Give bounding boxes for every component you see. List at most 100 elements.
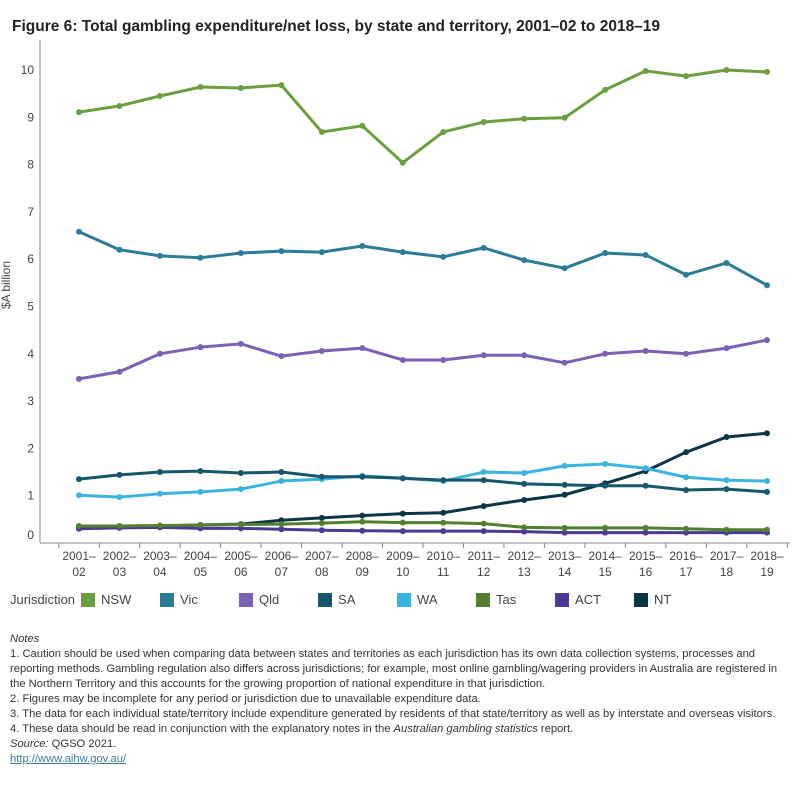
note-2: 2. Figures may be incomplete for any per…: [10, 693, 481, 705]
data-point-vic: [764, 282, 770, 289]
data-point-nsw: [642, 67, 649, 74]
data-point-nsw: [764, 68, 770, 75]
data-point-sa: [723, 486, 730, 493]
data-point-tas: [318, 520, 325, 527]
x-tick-label: 2006–: [265, 549, 299, 563]
data-point-wa: [764, 478, 770, 485]
x-tick-label: 14: [558, 565, 572, 579]
x-tick-label: 06: [234, 565, 248, 579]
data-point-qld: [764, 337, 770, 344]
legend-label: WA: [417, 592, 438, 607]
data-point-vic: [521, 257, 528, 264]
x-tick-label: 2001–: [62, 549, 96, 563]
y-tick-label: 6: [27, 252, 34, 266]
x-tick-label: 2012–: [507, 549, 541, 563]
series-line-vic: [78, 230, 768, 287]
source-label: Source:: [10, 738, 49, 750]
x-tick-label: 2002–: [103, 549, 137, 563]
legend-item-nsw[interactable]: NSW: [81, 592, 160, 607]
data-point-nsw: [359, 122, 366, 129]
legend-item-qld[interactable]: Qld: [239, 592, 318, 607]
data-point-qld: [683, 350, 690, 357]
data-point-nt: [561, 491, 568, 498]
data-point-sa: [318, 473, 325, 480]
y-tick-label: 1: [27, 489, 34, 503]
legend-item-nt[interactable]: NT: [634, 592, 713, 607]
data-point-tas: [561, 524, 568, 531]
data-point-nsw: [602, 86, 609, 93]
data-point-sa: [399, 475, 406, 482]
legend-label: NSW: [101, 592, 132, 607]
data-point-wa: [76, 492, 82, 499]
data-point-nt: [359, 512, 366, 519]
data-point-wa: [683, 474, 690, 481]
data-point-act: [399, 528, 406, 535]
legend-item-sa[interactable]: SA: [318, 592, 397, 607]
data-point-tas: [237, 521, 244, 528]
data-point-qld: [116, 368, 123, 375]
legend-item-vic[interactable]: Vic: [160, 592, 239, 607]
data-point-vic: [399, 249, 406, 256]
legend: Jurisdiction NSW Vic Qld SA WA Tas ACT NT: [10, 592, 713, 607]
x-tick-label: 2015–: [629, 549, 663, 563]
x-tick-label: 07: [275, 565, 289, 579]
x-tick-label: 2005–: [224, 549, 258, 563]
data-point-tas: [683, 525, 690, 532]
legend-swatch: [239, 592, 254, 607]
data-point-qld: [642, 347, 649, 354]
data-point-nsw: [318, 128, 325, 135]
x-tick-label: 2011–: [467, 549, 500, 563]
aihw-link[interactable]: http://www.aihw.gov.au/: [10, 753, 127, 765]
legend-item-wa[interactable]: WA: [397, 592, 476, 607]
x-tick-label: 16: [639, 565, 653, 579]
x-tick-label: 12: [477, 565, 491, 579]
data-point-wa: [723, 477, 730, 484]
data-point-act: [318, 527, 325, 534]
data-point-vic: [683, 271, 690, 278]
data-point-wa: [642, 465, 649, 472]
data-point-wa: [561, 462, 568, 469]
x-tick-label: 03: [113, 565, 127, 579]
y-tick-label: 10: [21, 63, 35, 77]
data-point-nsw: [237, 84, 244, 91]
data-point-vic: [76, 228, 82, 235]
data-point-nt: [521, 496, 528, 503]
data-point-sa: [359, 473, 366, 480]
data-point-tas: [480, 520, 487, 527]
data-point-vic: [602, 250, 609, 257]
x-tick-label: 2017–: [710, 549, 744, 563]
data-point-wa: [156, 490, 163, 497]
data-point-nsw: [399, 159, 406, 166]
x-tick-label: 08: [315, 565, 329, 579]
legend-label: SA: [338, 592, 356, 607]
note-4-end: report.: [537, 723, 574, 735]
x-tick-label: 2013–: [548, 549, 582, 563]
data-point-tas: [156, 522, 163, 529]
legend-item-act[interactable]: ACT: [555, 592, 634, 607]
data-point-sa: [602, 482, 609, 489]
data-point-tas: [359, 518, 366, 525]
data-point-nt: [399, 510, 406, 517]
data-point-nsw: [683, 73, 690, 80]
data-point-sa: [156, 469, 163, 476]
x-tick-label: 13: [517, 565, 531, 579]
data-point-tas: [642, 524, 649, 531]
legend-label: NT: [654, 592, 672, 607]
y-tick-label: 4: [27, 347, 34, 361]
x-tick-label: 09: [356, 565, 370, 579]
legend-item-tas[interactable]: Tas: [476, 592, 555, 607]
data-point-act: [359, 527, 366, 534]
data-point-tas: [764, 526, 770, 533]
data-point-vic: [237, 250, 244, 257]
source: Source: QGSO 2021.: [10, 737, 790, 752]
data-point-sa: [278, 469, 285, 476]
data-point-nt: [764, 430, 770, 437]
data-point-wa: [480, 469, 487, 476]
data-point-qld: [399, 356, 406, 363]
data-point-qld: [561, 359, 568, 366]
note-4-text: 4. These data should be read in conjunct…: [10, 723, 394, 735]
data-point-sa: [197, 468, 204, 475]
x-tick-label: 2010–: [427, 549, 461, 563]
data-point-nsw: [521, 115, 528, 122]
legend-swatch: [81, 592, 96, 607]
